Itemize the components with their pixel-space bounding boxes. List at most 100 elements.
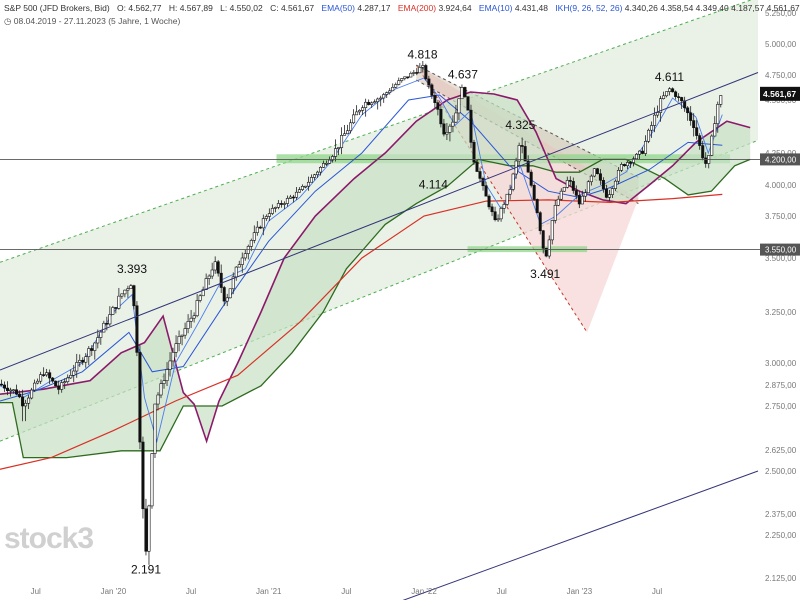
candle-body [619,164,623,171]
candle-body [671,88,675,93]
candle-body [508,189,512,195]
candle-body [677,96,681,98]
candle-body [138,352,142,443]
candle-body [424,65,428,80]
y-tick-label: 3.500,00 [765,254,797,263]
candle-body [105,322,109,325]
candle-body [144,508,148,552]
candle-body [129,285,133,289]
candle-body [189,317,193,322]
candle-body [12,389,16,392]
candle-body [641,150,645,154]
annotations-layer: 3.393 2.191 4.818 4.637 4.325 4.114 3.491 4.611 [117,48,684,577]
indicators-layer [0,77,751,470]
ichimoku-span-b [0,158,751,459]
candle-body [364,101,368,108]
candle-body [132,285,136,307]
candle-body [90,348,94,351]
candle-body [635,153,639,160]
candle-body [315,171,319,176]
candle-body [63,381,67,384]
y-tick-label: 2.125,00 [765,574,797,583]
candle-body [216,261,220,274]
peak-label-4: 4.325 [505,118,535,132]
candle-body [698,135,702,146]
candle-body [267,213,271,217]
indicator-ema10[interactable]: EMA(10) 4.431,48 [479,3,550,13]
candle-body [526,160,530,173]
candle-body [162,380,166,384]
candle-body [117,295,121,309]
indicator-ema200-value: 3.924,64 [438,3,472,13]
peak-label-5: 4.114 [419,177,448,191]
candle-body [346,130,350,135]
candle-body [51,377,55,382]
candle-body [391,86,395,92]
candle-body [568,180,572,182]
candle-body [598,173,602,181]
candle-body [355,111,359,116]
candle-body [631,158,635,163]
candle-body [66,377,70,383]
candle-body [249,240,253,247]
candle-body [541,230,545,249]
indicator-ikh[interactable]: IKH(9, 26, 52, 26) 4.340,26 4.358,54 4.3… [555,3,799,13]
candle-body [442,123,446,135]
y-tick-label: 5.250,00 [765,9,797,18]
candle-body [331,156,335,161]
x-tick-label: Jul [31,587,41,596]
level-label-1: 3.550,00 [765,246,797,255]
candle-body [69,375,73,379]
y-tick-label: 2.500,00 [765,467,797,476]
indicator-ema50-label: EMA(50) [321,3,355,13]
candle-body [243,253,247,259]
candle-body [403,76,407,79]
candle-body [421,65,425,68]
indicator-ikh-label: IKH(9, 26, 52, 26) [555,3,623,13]
candle-body [252,232,256,241]
period-range: (5 Jahre, 1 Woche) [108,16,181,26]
y-tick-label: 4.000,00 [765,181,797,190]
y-tick-label: 2.250,00 [765,531,797,540]
candle-body [535,199,539,214]
candle-body [689,112,693,121]
candle-body [638,150,642,155]
candle-body [183,328,187,336]
candle-body [553,204,557,221]
candle-body [415,72,419,74]
candle-body [520,145,524,147]
candle-body [42,374,46,376]
peak-label-3: 4.637 [448,67,478,81]
indicator-ema50[interactable]: EMA(50) 4.287,17 [321,3,392,13]
y-tick-label: 3.000,00 [765,359,797,368]
candle-body [15,389,19,395]
candle-body [111,307,115,315]
candle-body [340,135,344,148]
candle-body [84,356,88,363]
ichimoku-span-a [0,91,751,444]
ohlc-open: O: 4.562,77 [117,3,162,13]
candle-body [571,181,575,191]
indicator-ema200[interactable]: EMA(200) 3.924,64 [398,3,474,13]
candle-body [27,397,31,404]
peak-label-2: 4.818 [407,48,437,62]
candle-body [647,129,651,142]
candle-body [436,102,440,110]
candle-body [75,362,79,372]
candle-body [108,314,112,325]
level-label-box-0 [760,153,800,166]
candle-body [282,203,286,205]
candle-body [343,133,347,136]
x-tick-label: Jul [652,587,662,596]
candle-body [463,87,467,97]
candle-body [325,163,329,165]
indicator-ema50-value: 4.287,17 [357,3,391,13]
candle-body [610,188,614,195]
candle-body [400,78,404,81]
candle-body [674,91,678,97]
candle-body [625,162,629,167]
candle-body [255,226,259,233]
candle-body [662,95,666,99]
lines-layer [0,72,800,600]
